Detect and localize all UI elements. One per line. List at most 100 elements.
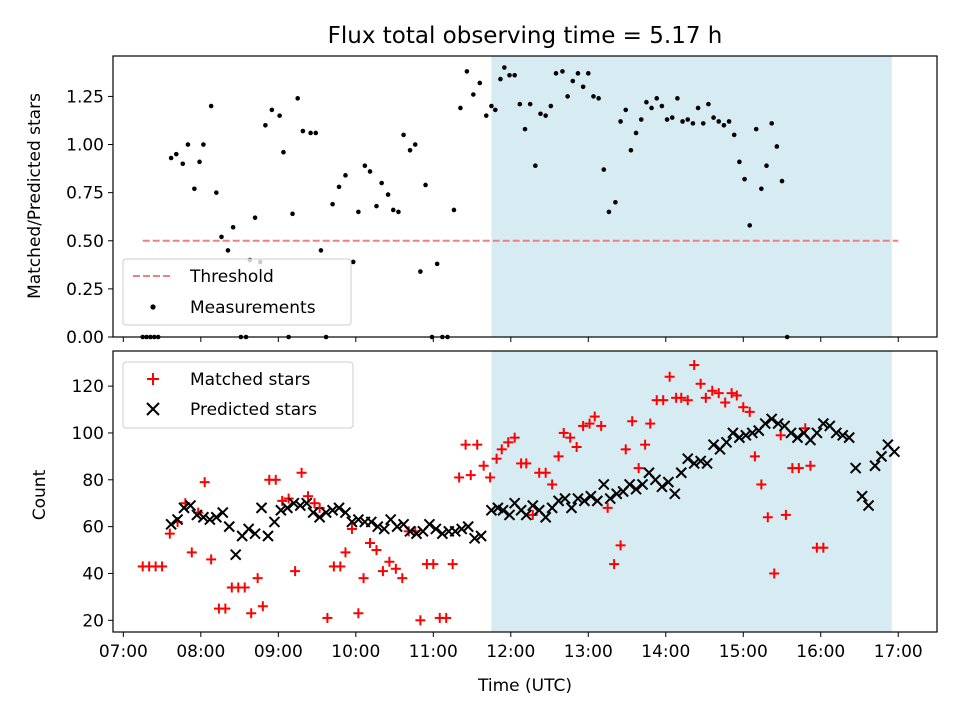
- matched-star-point: [353, 608, 364, 619]
- measurement-point: [664, 117, 670, 122]
- predicted-star-point: [669, 488, 681, 500]
- predicted-star-point: [578, 495, 591, 507]
- predicted-star-point: [223, 520, 235, 533]
- matched-star-point: [428, 559, 439, 570]
- y-tick-label: 20: [82, 611, 104, 631]
- predicted-star-point: [585, 490, 597, 502]
- measurement-point: [644, 99, 649, 105]
- measurement-point: [418, 269, 423, 274]
- matched-star-point: [731, 390, 742, 401]
- measurement-point: [623, 107, 629, 113]
- measurement-point: [570, 78, 576, 84]
- predicted-star-point: [456, 523, 468, 535]
- predicted-star-point: [765, 413, 778, 425]
- measurement-point: [585, 71, 591, 76]
- matched-star-point: [615, 540, 626, 551]
- legend-threshold-label: Threshold: [189, 267, 274, 287]
- measurement-point: [774, 144, 780, 149]
- matched-star-point: [818, 542, 829, 553]
- matched-star-point: [689, 360, 700, 371]
- predicted-star-point: [746, 427, 759, 439]
- predicted-star-point: [410, 527, 423, 540]
- matched-star-point: [377, 566, 388, 577]
- matched-star-point: [503, 437, 514, 448]
- y-tick-label: 60: [82, 518, 104, 538]
- matched-star-point: [540, 467, 551, 478]
- measurement-point: [764, 163, 769, 169]
- measurement-point: [295, 96, 300, 101]
- measurement-point: [498, 76, 503, 82]
- predicted-star-point: [320, 506, 332, 519]
- measurement-point: [477, 80, 483, 86]
- measurement-point: [628, 148, 634, 153]
- y-tick-label: 0.50: [66, 232, 104, 252]
- matched-star-point: [749, 451, 760, 462]
- measurement-point: [633, 130, 639, 136]
- measurement-point: [502, 65, 507, 70]
- predicted-star-point: [843, 431, 855, 444]
- measurement-point: [225, 248, 231, 253]
- matched-star-point: [695, 378, 706, 389]
- predicted-star-point: [688, 457, 700, 470]
- matched-star-point: [397, 573, 408, 584]
- x-tick-label: 11:00: [409, 642, 458, 662]
- measurement-point: [618, 119, 623, 124]
- y-tick-label: 120: [72, 377, 104, 397]
- predicted-star-point: [817, 417, 830, 430]
- matched-star-point: [509, 432, 520, 443]
- y-tick-label: 1.25: [66, 87, 104, 107]
- matched-star-point: [713, 388, 724, 399]
- predicted-star-point: [662, 476, 675, 488]
- matched-star-point: [454, 472, 465, 483]
- predicted-star-point: [759, 417, 771, 430]
- measurement-point: [374, 203, 379, 209]
- measurement-point: [711, 115, 716, 120]
- predicted-star-point: [255, 502, 268, 514]
- predicted-star-point: [249, 527, 261, 540]
- predicted-star-point: [727, 427, 739, 439]
- measurement-point: [716, 119, 722, 124]
- y-tick-label: 0.25: [66, 280, 104, 300]
- x-tick-label: 07:00: [99, 642, 148, 662]
- measurement-point: [412, 142, 418, 147]
- measurement-point: [464, 69, 470, 74]
- predicted-star-point: [675, 467, 687, 479]
- matched-star-point: [793, 463, 804, 474]
- measurement-point: [742, 176, 747, 182]
- matched-star-point: [164, 528, 175, 539]
- measurement-point: [680, 119, 685, 124]
- measurement-point: [434, 261, 440, 267]
- predicted-star-point: [559, 492, 571, 505]
- highlight-interval: [491, 351, 892, 632]
- predicted-star-point: [346, 516, 358, 528]
- matched-star-point: [627, 416, 638, 427]
- predicted-star-point: [210, 511, 223, 523]
- measurement-point: [517, 101, 523, 107]
- predicted-star-point: [623, 478, 636, 491]
- measurement-point: [700, 121, 706, 126]
- y-tick-label: 0.00: [66, 328, 104, 348]
- measurement-point: [290, 211, 295, 217]
- x-tick-label: 08:00: [176, 642, 225, 662]
- measurement-point: [471, 92, 476, 97]
- predicted-star-point: [333, 502, 345, 514]
- measurement-point: [512, 72, 517, 78]
- matched-star-point: [309, 498, 320, 509]
- matched-star-point: [571, 442, 582, 453]
- measurement-point: [522, 126, 528, 132]
- matched-star-point: [738, 402, 749, 413]
- measurement-point: [747, 223, 753, 228]
- measurement-point: [553, 71, 559, 76]
- measurement-point: [507, 72, 512, 78]
- y-tick-label: 0.75: [66, 184, 104, 204]
- matched-star-point: [578, 420, 589, 431]
- matched-star-point: [206, 554, 217, 565]
- matched-star-point: [775, 430, 786, 441]
- matched-star-point: [239, 582, 250, 593]
- measurement-point: [269, 107, 275, 113]
- matched-star-point: [640, 439, 651, 450]
- matched-star-point: [565, 432, 576, 443]
- measurement-point: [451, 207, 457, 213]
- predicted-star-point: [720, 436, 733, 449]
